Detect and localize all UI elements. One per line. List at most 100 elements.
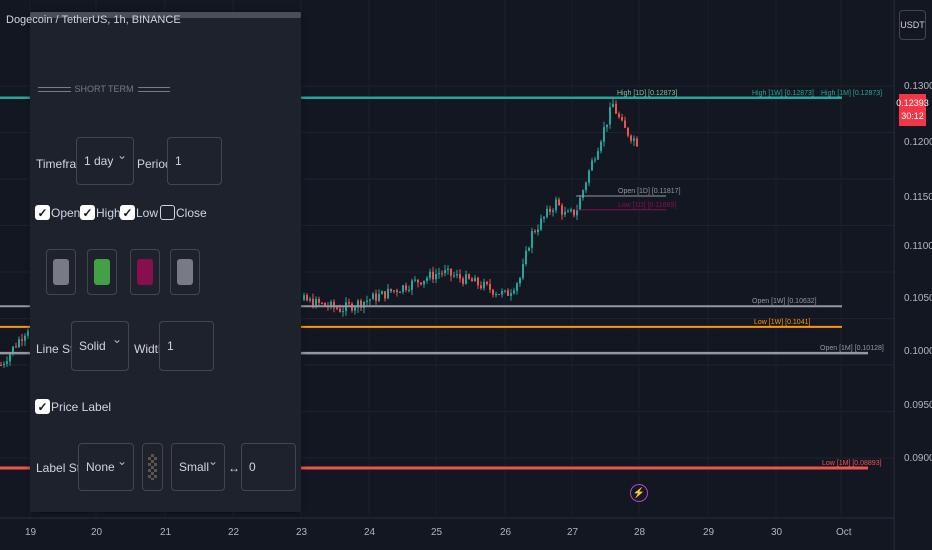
offset-arrows-icon: ↔ (228, 461, 240, 475)
level-label: High [1D] [0.12873] (617, 90, 677, 97)
indicator-settings-panel: SHORT TERM Timeframe 1 day Periods 1 ✓ O… (30, 12, 301, 512)
panel-scrollbar[interactable] (30, 12, 301, 18)
label-color-swatch[interactable] (142, 443, 163, 491)
candle (378, 294, 380, 301)
open-checkbox[interactable]: ✓ (35, 205, 50, 220)
candle (471, 278, 473, 282)
candle (426, 278, 428, 281)
candle (12, 346, 14, 354)
price-label-text: Price Label (51, 400, 112, 414)
time-tick: 26 (500, 527, 512, 538)
label-size-select[interactable]: Small (171, 443, 225, 491)
candle (414, 279, 416, 281)
candle (609, 107, 611, 125)
time-tick: 30 (771, 527, 783, 538)
line-style-select[interactable]: Solid (71, 321, 129, 371)
periods-value: 1 (175, 154, 182, 168)
candle (399, 291, 401, 293)
offset-input[interactable]: 0 (241, 443, 296, 491)
time-tick: 20 (91, 527, 103, 538)
lightning-icon[interactable]: ⚡ (630, 484, 648, 502)
candle (24, 335, 26, 341)
open-color-swatch[interactable] (46, 249, 76, 295)
candle (453, 275, 455, 277)
close-color-swatch[interactable] (170, 249, 200, 295)
candle (372, 293, 374, 300)
label-style-select[interactable]: None (78, 443, 134, 491)
candle (492, 289, 494, 295)
candle (624, 120, 626, 128)
time-tick: 29 (703, 527, 715, 538)
candle (402, 285, 404, 292)
candle (369, 299, 371, 301)
open-label: Open (51, 206, 81, 220)
candle (519, 277, 521, 284)
candle (534, 230, 536, 233)
line-style-value: Solid (79, 339, 106, 353)
section-title: SHORT TERM (74, 84, 134, 94)
candle (390, 288, 392, 292)
candle (468, 274, 470, 279)
time-tick: 28 (634, 527, 646, 538)
timeframe-value: 1 day (84, 154, 114, 168)
high-color-swatch[interactable] (87, 249, 117, 295)
candle (474, 277, 476, 282)
candle (546, 208, 548, 217)
candle (495, 294, 497, 296)
low-checkbox[interactable]: ✓ (120, 205, 135, 220)
candle (603, 127, 605, 142)
candle (312, 298, 314, 308)
candle (585, 182, 587, 191)
level-label: Open [1M] [0.10128] (820, 345, 884, 352)
candle (522, 263, 524, 278)
level-label: Low [1M] [0.08893] (822, 460, 882, 467)
candle (348, 302, 350, 304)
candle (540, 218, 542, 230)
candle (3, 363, 5, 366)
candle (357, 300, 359, 308)
candle (621, 117, 623, 121)
candle (339, 308, 341, 312)
time-tick: 22 (228, 527, 240, 538)
width-input[interactable]: 1 (159, 321, 214, 371)
level-label: Low [1W] [0.1041] (754, 319, 810, 326)
candle (384, 291, 386, 299)
candle (507, 290, 509, 296)
timeframe-select[interactable]: 1 day (76, 137, 134, 185)
candle (387, 288, 389, 299)
candle (321, 302, 323, 304)
candle (636, 138, 638, 147)
low-color-swatch[interactable] (130, 249, 160, 295)
candle (516, 283, 518, 291)
candle (594, 159, 596, 161)
price-label-checkbox[interactable]: ✓ (35, 399, 50, 414)
candle (618, 113, 620, 118)
candle (420, 282, 422, 285)
candle (315, 298, 317, 308)
candle (558, 199, 560, 206)
candle (561, 205, 563, 215)
candle (324, 302, 326, 306)
periods-input[interactable]: 1 (167, 137, 222, 185)
candle (411, 280, 413, 290)
level-label: High [1W] [0.12873] (752, 90, 814, 97)
currency-button[interactable]: USDT (899, 10, 926, 40)
candle (486, 281, 488, 284)
candle (564, 211, 566, 215)
candle (393, 290, 395, 292)
candle (396, 290, 398, 293)
close-checkbox[interactable] (160, 205, 175, 220)
last-price-tag: 0.12393 30:12 (896, 94, 929, 126)
candle (408, 289, 410, 291)
high-checkbox[interactable]: ✓ (80, 205, 95, 220)
candle (438, 273, 440, 275)
candle (627, 127, 629, 136)
candle (510, 293, 512, 296)
candle (531, 230, 533, 248)
candle (606, 124, 608, 128)
candle (459, 274, 461, 279)
